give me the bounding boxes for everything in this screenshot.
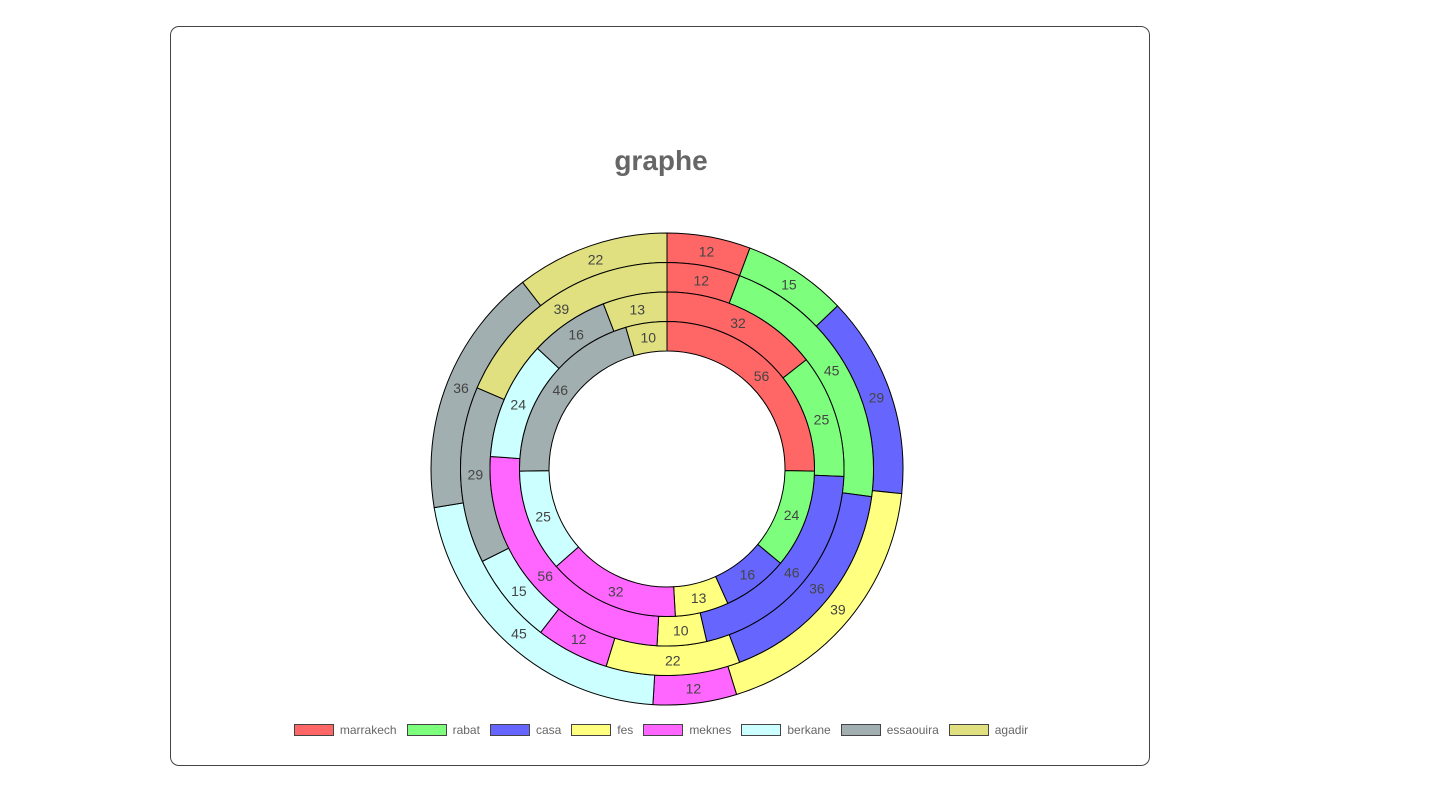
legend-item-agadir[interactable]: agadir <box>948 723 1029 737</box>
data-label-berkane-ring-3: 24 <box>510 396 526 412</box>
slice-agadir-ring-4[interactable] <box>625 320 668 357</box>
legend-label-essaouira: essaouira <box>886 723 939 737</box>
legend-item-casa[interactable]: casa <box>489 723 562 737</box>
data-label-meknes-ring-1: 12 <box>686 681 702 697</box>
chart-rings <box>430 232 904 706</box>
data-label-marrakech-ring-1: 12 <box>699 243 715 259</box>
chart-labels: 12 15 29 39 12 45 36 22 12 45 36 22 12 15 29 39 32 25 46 10… <box>453 243 884 696</box>
chart-legend: marrakech rabat casa fes meknes berkane essaou… <box>171 723 1151 737</box>
data-label-agadir-ring-1: 22 <box>588 252 604 268</box>
data-label-fes-ring-2: 22 <box>665 653 681 669</box>
data-label-marrakech-ring-2: 12 <box>693 272 709 288</box>
legend-swatch-agadir <box>948 724 989 736</box>
legend-label-casa: casa <box>535 723 562 737</box>
data-label-marrakech-ring-3: 32 <box>730 315 746 331</box>
legend-swatch-essaouira <box>840 724 881 736</box>
legend-swatch-berkane <box>741 724 782 736</box>
chart-title: graphe <box>614 145 708 176</box>
legend-item-meknes[interactable]: meknes <box>643 723 731 737</box>
legend-swatch-fes <box>571 724 612 736</box>
data-label-marrakech-ring-4: 56 <box>754 368 770 384</box>
data-label-agadir-ring-2: 39 <box>554 301 570 317</box>
legend-item-fes[interactable]: fes <box>571 723 633 737</box>
legend-label-rabat: rabat <box>452 723 480 737</box>
data-label-meknes-ring-3: 56 <box>537 568 553 584</box>
legend-item-essaouira[interactable]: essaouira <box>840 723 939 737</box>
data-label-casa-ring-3: 46 <box>784 565 800 581</box>
data-label-casa-ring-4: 16 <box>740 567 756 583</box>
data-label-rabat-ring-2: 45 <box>824 363 840 379</box>
data-label-agadir-ring-4: 10 <box>640 330 656 346</box>
legend-swatch-meknes <box>643 724 684 736</box>
legend-label-meknes: meknes <box>689 723 732 737</box>
legend-item-marrakech[interactable]: marrakech <box>293 723 397 737</box>
legend-item-rabat[interactable]: rabat <box>406 723 480 737</box>
data-label-berkane-ring-4: 25 <box>535 509 551 525</box>
data-label-rabat-ring-3: 25 <box>814 411 830 427</box>
data-label-rabat-ring-4: 24 <box>784 507 800 523</box>
legend-swatch-marrakech <box>293 724 334 736</box>
data-label-meknes-ring-2: 12 <box>571 631 587 647</box>
legend-item-berkane[interactable]: berkane <box>741 723 831 737</box>
data-label-essaouira-ring-4: 46 <box>552 382 568 398</box>
data-label-essaouira-ring-1: 36 <box>453 380 469 396</box>
chart-card: graphe 12 15 29 39 12 45 36 22 12 45 36 22 12 15 29 39 3… <box>170 26 1150 766</box>
legend-swatch-rabat <box>406 724 447 736</box>
legend-label-berkane: berkane <box>787 723 831 737</box>
data-label-meknes-ring-4: 32 <box>608 583 624 599</box>
legend-label-marrakech: marrakech <box>339 723 397 737</box>
legend-label-fes: fes <box>617 723 634 737</box>
data-label-essaouira-ring-3: 16 <box>568 327 584 343</box>
doughnut-chart: 12 15 29 39 12 45 36 22 12 45 36 22 12 15 29 39 32 25 46 10… <box>430 232 904 706</box>
data-label-agadir-ring-3: 13 <box>630 301 646 317</box>
data-label-essaouira-ring-2: 29 <box>468 467 484 483</box>
data-label-fes-ring-3: 10 <box>673 623 689 639</box>
data-label-fes-ring-1: 39 <box>830 602 846 618</box>
data-label-fes-ring-4: 13 <box>691 590 707 606</box>
data-label-berkane-ring-1: 45 <box>511 625 527 641</box>
legend-label-agadir: agadir <box>994 723 1029 737</box>
legend-swatch-casa <box>489 724 530 736</box>
data-label-casa-ring-1: 29 <box>869 389 885 405</box>
data-label-berkane-ring-2: 15 <box>511 583 527 599</box>
data-label-rabat-ring-1: 15 <box>781 276 797 292</box>
data-label-casa-ring-2: 36 <box>809 581 825 597</box>
